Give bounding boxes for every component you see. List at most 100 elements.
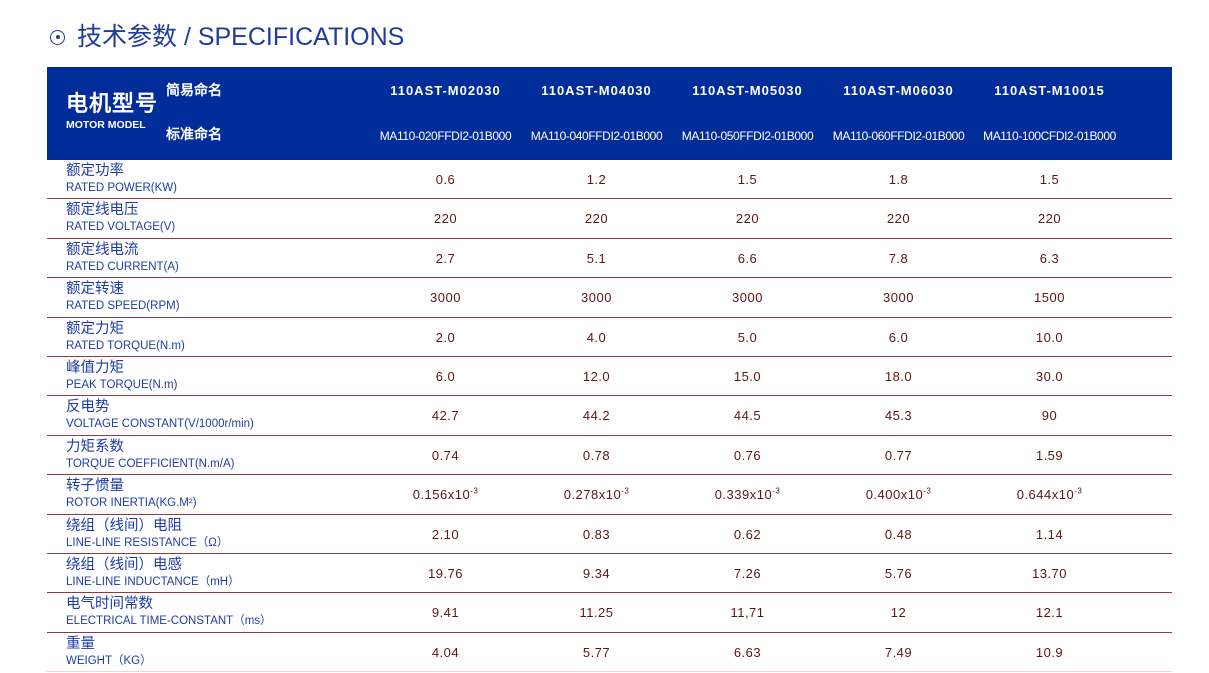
table-cell: 220 [974,211,1125,226]
column-full-name: MA110-040FFDI2-01B000 [530,129,663,143]
cell-value: 12.1 [1035,605,1064,621]
table-cell: 15.0 [672,369,823,384]
table-cell: 12.0 [521,369,672,384]
cell-value: 19.76 [427,565,464,581]
cell-value: 44.2 [582,408,611,424]
row-label: 额定转速 RATED SPEED(RPM) [66,281,180,313]
cell-value: 0.78 [582,447,611,463]
row-label-en: ROTOR INERTIA(KG.M²) [66,497,197,510]
row-label: 转子惯量 ROTOR INERTIA(KG.M²) [66,478,197,510]
table-cell: 4.0 [521,330,672,345]
cell-value: 2.10 [431,526,460,542]
table-cell: 0.78 [521,448,672,463]
table-cell: 0.156x10-3 [370,487,521,502]
table-cell: 3000 [672,290,823,305]
table-body: 额定功率 RATED POWER(KW) 0.6 1.2 1.5 1.8 1.5 额定线电压 R… [47,160,1172,673]
row-label: 绕组（线间）电阻 LINE-LINE RESISTANCE（Ω） [66,518,228,550]
cell-value: 6.6 [737,250,758,266]
cell-value: 0.77 [884,447,913,463]
row-label: 反电势 VOLTAGE CONSTANT(V/1000r/min) [66,399,254,431]
table-row: 重量 WEIGHT（KG） 4.04 5.77 6.63 7.49 10.9 [47,633,1172,673]
row-label-en: RATED SPEED(RPM) [66,300,180,313]
table-cell: 30.0 [974,369,1125,384]
row-label: 峰值力矩 PEAK TORQUE(N.m) [66,360,177,392]
row-label: 额定功率 RATED POWER(KW) [66,163,177,195]
table-cell: 9.34 [521,566,672,581]
cell-value: 15.0 [733,368,762,384]
row-label: 额定力矩 RATED TORQUE(N.m) [66,321,185,353]
cell-value: 30.0 [1035,368,1064,384]
row-label-cn: 反电势 [66,399,110,416]
table-cell: 1.5 [672,172,823,187]
cell-value: 6.63 [733,644,762,660]
row-label-cn: 额定力矩 [66,320,124,337]
cell-value: 0.48 [884,526,913,542]
table-cell: 10.0 [974,330,1125,345]
cell-value: 0.400x10 [865,487,924,503]
cell-value: 1.59 [1035,447,1064,463]
table-cell: 6.0 [370,369,521,384]
table-cell: 1.8 [823,172,974,187]
cell-value: 18.0 [884,368,913,384]
cell-value: 2.7 [435,250,456,266]
table-cell: 1.59 [974,448,1125,463]
row-label-cn: 额定线电压 [66,202,139,219]
row-label-cn: 重量 [66,635,95,652]
cell-exponent: -3 [621,486,630,496]
cell-value: 11.25 [579,605,614,621]
cell-value: 1.5 [737,172,758,187]
table-cell: 6.3 [974,251,1125,266]
row-label-cn: 力矩系数 [66,438,124,455]
cell-value: 220 [735,211,760,227]
row-label: 重量 WEIGHT（KG） [66,636,152,668]
cell-value: 13.70 [1031,565,1068,581]
row-label-en: RATED POWER(KW) [66,182,177,194]
cell-value: 2.0 [435,329,456,345]
cell-value: 45.3 [884,408,913,424]
table-cell: 1.2 [521,172,672,187]
row-label-en: RATED CURRENT(A) [66,260,179,273]
table-row: 额定力矩 RATED TORQUE(N.m) 2.0 4.0 5.0 6.0 10.0 [47,318,1172,357]
table-cell: 7.8 [823,251,974,266]
column-short-name: 110AST-M04030 [541,83,652,98]
table-cell: 1.5 [974,172,1125,187]
motor-model-cn: 电机型号 [66,91,159,116]
table-header: 电机型号 MOTOR MODEL 简易命名 标准命名 110AST-M02030… [47,67,1172,160]
row-label: 额定线电压 RATED VOLTAGE(V) [66,202,175,234]
cell-value: 7.49 [884,644,913,660]
column-short-name: 110AST-M02030 [390,83,501,98]
circle-dot-icon [50,29,65,45]
table-cell: 44.5 [672,408,823,423]
table-cell: 0.77 [823,448,974,463]
table-cell: 44.2 [521,408,672,423]
row-label-cn: 电气时间常数 [66,596,153,613]
cell-value: 6.0 [888,329,909,345]
cell-value: 11,71 [730,605,765,621]
table-cell: 0.400x10-3 [823,487,974,502]
table-cell: 220 [672,211,823,226]
cell-value: 5.77 [582,644,611,660]
table-cell: 12 [823,605,974,620]
row-label-cn: 绕组（线间）电阻 [66,517,182,534]
cell-value: 7.26 [733,565,762,581]
cell-value: 0.62 [733,526,762,542]
table-cell: 5.76 [823,566,974,581]
row-label: 额定线电流 RATED CURRENT(A) [66,242,179,274]
cell-value: 3000 [732,290,763,306]
column-full-name: MA110-100CFDI2-01B000 [983,129,1116,143]
cell-value: 12 [890,605,907,621]
table-cell: 45.3 [823,408,974,423]
cell-exponent: -3 [772,486,781,496]
row-label-cn: 转子惯量 [66,478,124,495]
table-row: 额定线电流 RATED CURRENT(A) 2.7 5.1 6.6 7.8 6.3 [47,239,1172,279]
cell-value: 3000 [581,290,612,306]
table-cell: 0.278x10-3 [521,487,672,502]
table-cell: 220 [823,211,974,226]
row-label: 力矩系数 TORQUE COEFFICIENT(N.m/A) [66,439,234,471]
cell-value: 4.0 [586,329,607,345]
table-row: 额定线电压 RATED VOLTAGE(V) 220 220 220 220 220 [47,199,1172,239]
table-cell: 18.0 [823,369,974,384]
cell-value: 6.3 [1039,250,1060,266]
table-row: 电气时间常数 ELECTRICAL TIME-CONSTANT（ms） 9.41 11… [47,593,1172,633]
table-cell: 0.644x10-3 [974,487,1125,502]
